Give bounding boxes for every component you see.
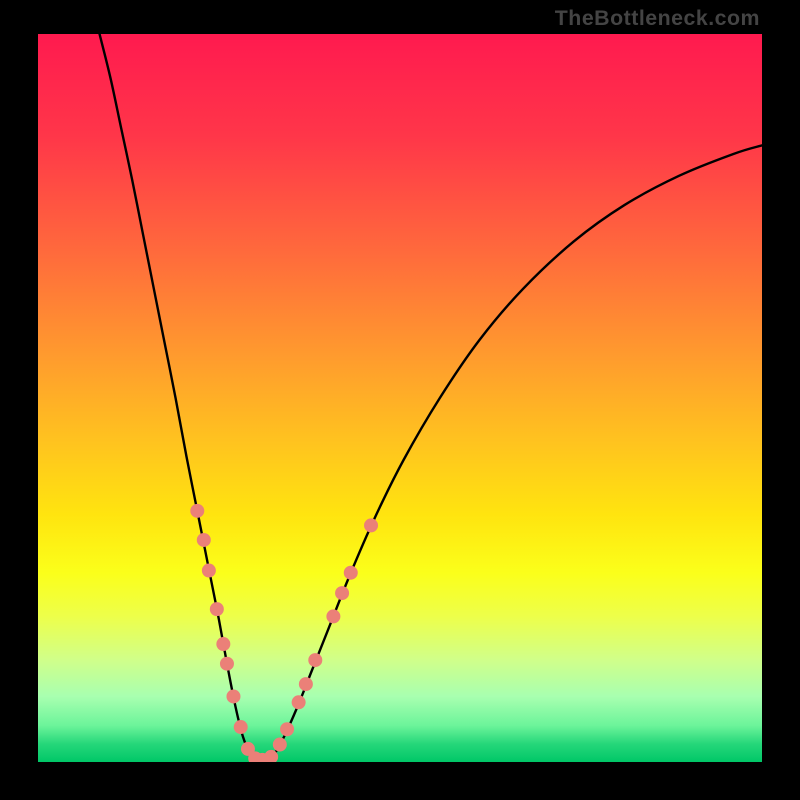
data-marker (335, 586, 349, 600)
watermark-text: TheBottleneck.com (555, 6, 760, 31)
data-marker (226, 689, 240, 703)
data-marker (197, 533, 211, 547)
data-marker (364, 518, 378, 532)
data-marker (344, 566, 358, 580)
data-marker (280, 722, 294, 736)
data-marker (308, 653, 322, 667)
data-marker (210, 602, 224, 616)
chart-svg (38, 34, 762, 762)
canvas: TheBottleneck.com (0, 0, 800, 800)
data-marker (292, 695, 306, 709)
data-marker (220, 657, 234, 671)
data-marker (234, 720, 248, 734)
data-marker (216, 637, 230, 651)
data-marker (299, 677, 313, 691)
data-marker (273, 738, 287, 752)
data-marker (202, 564, 216, 578)
data-marker (190, 504, 204, 518)
plot-area (38, 34, 762, 762)
curve-line (100, 34, 762, 761)
data-marker (326, 609, 340, 623)
